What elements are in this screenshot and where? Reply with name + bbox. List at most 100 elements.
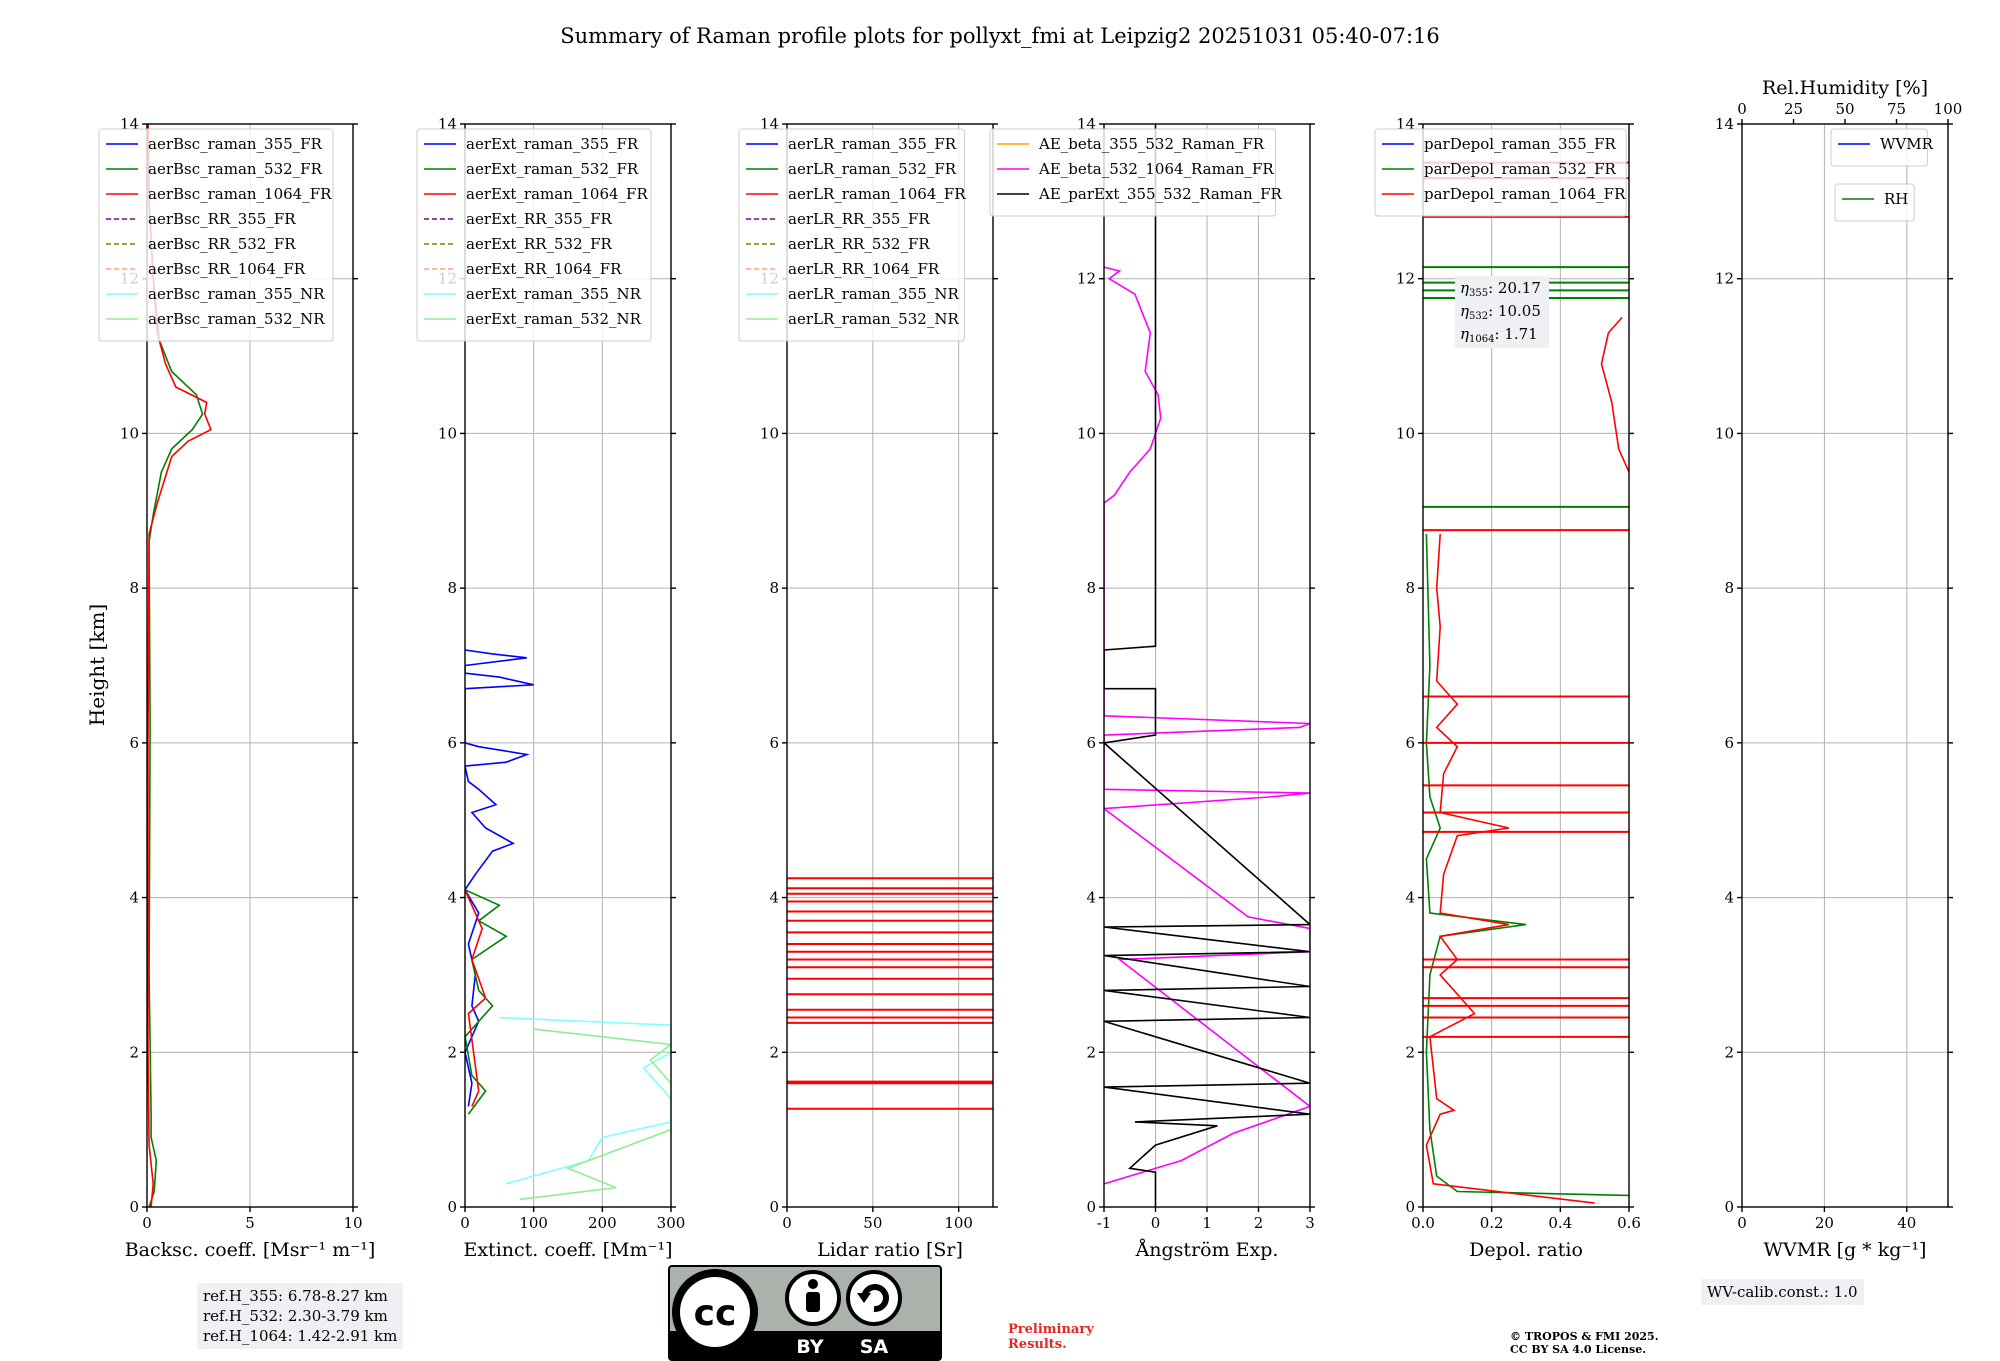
ytick-label-10: 10: [1077, 424, 1096, 442]
legend-entry-1: aerBsc_raman_532_FR: [148, 160, 323, 178]
figure-title: Summary of Raman profile plots for polly…: [560, 24, 1440, 48]
legend-entry-0: aerExt_raman_355_FR: [466, 135, 639, 153]
sa-sharealike-icon: [846, 1270, 902, 1326]
panel-wv-legend-rh-box: [1834, 183, 1915, 222]
panel-bsc: 024681012140510Backsc. coeff. [Msr⁻¹ m⁻¹…: [98, 115, 375, 1261]
panel-depol-legend: parDepol_raman_355_FR parDepol_raman_532_…: [1374, 128, 1627, 217]
xtick-label-100: 100: [944, 1214, 973, 1232]
ytick-label-2: 2: [1086, 1043, 1096, 1061]
xtick-label-2: 2: [1254, 1214, 1264, 1232]
cc-license-badge: cc BY SA: [668, 1265, 942, 1361]
panel-ext-legend: aerExt_raman_355_FR aerExt_raman_532_FRae…: [416, 128, 652, 342]
legend-entry-0: aerLR_raman_355_FR: [788, 135, 957, 153]
xtick-label-200: 200: [588, 1214, 617, 1232]
panel-ae-grid: [1104, 124, 1310, 1207]
legend-entry-6: aerLR_raman_355_NR: [788, 285, 959, 303]
panel-bsc-legend-box: [98, 128, 334, 342]
ytick-label-12: 12: [1715, 270, 1734, 288]
xtick-label-0: 0: [460, 1214, 470, 1232]
panel-ext-legend-box: [416, 128, 652, 342]
cc-logo-icon: cc: [694, 1293, 737, 1334]
panel-wv-legend-rh: RH: [1834, 183, 1915, 222]
legend-entry-7: aerBsc_raman_532_NR: [148, 310, 325, 328]
panel-ext-xlabel: Extinct. coeff. [Mm⁻¹]: [463, 1239, 672, 1261]
y-axis-label: Height [km]: [85, 604, 109, 726]
panel-ext: 024681012140100200300Extinct. coeff. [Mm…: [416, 115, 685, 1261]
ytick-label-0: 0: [769, 1198, 779, 1216]
legend-entry-4: aerLR_RR_532_FR: [788, 235, 930, 253]
panel-ext-frame: [464, 123, 672, 1208]
ref-height-1064: ref.H_1064: 1.42-2.91 km: [203, 1327, 398, 1345]
legend-entry-0: RH: [1884, 190, 1908, 208]
xtick-label--1: -1: [1097, 1214, 1112, 1232]
panel-depol-xaxis: 0.0 0.2 0.4 0.6 Depol. ratio: [1411, 1207, 1641, 1261]
annotation-eta-1064: η1064: 1.71: [1460, 325, 1538, 345]
legend-entry-2: parDepol_raman_1064_FR: [1424, 185, 1626, 203]
legend-entry-5: aerExt_RR_1064_FR: [466, 260, 622, 278]
panel-wv-topaxis: 0 25 50 75 100 Rel.Humidity [%]: [1737, 77, 1962, 124]
series-aerext-raman-532-fr: [465, 889, 508, 1115]
panel-wv-grid: [1742, 124, 1948, 1207]
ytick-label-10: 10: [760, 424, 779, 442]
ytick-label-4: 4: [447, 889, 457, 907]
legend-entry-1: aerExt_raman_532_FR: [466, 160, 639, 178]
legend-entry-7: aerExt_raman_532_NR: [466, 310, 642, 328]
copyright-note: © TROPOS & FMI 2025. CC BY SA 4.0 Licens…: [1510, 1330, 1659, 1356]
ytick-label-4: 4: [1724, 889, 1734, 907]
ytick-label-2: 2: [129, 1043, 139, 1061]
ref-height-355: ref.H_355: 6.78-8.27 km: [203, 1287, 388, 1305]
legend-entry-6: aerBsc_raman_355_NR: [148, 285, 325, 303]
xtick-label-0: 0: [782, 1214, 792, 1232]
ytick-label-8: 8: [447, 579, 457, 597]
legend-entry-3: aerExt_RR_355_FR: [466, 210, 613, 228]
ytick-label-8: 8: [1724, 579, 1734, 597]
ytick-label-8: 8: [129, 579, 139, 597]
panel-lr-xlabel: Lidar ratio [Sr]: [817, 1239, 963, 1261]
legend-entry-3: aerBsc_RR_355_FR: [148, 210, 296, 228]
preliminary-note: Preliminary Results.: [1008, 1322, 1094, 1352]
legend-entry-0: WVMR: [1880, 135, 1934, 153]
ytick-label-10: 10: [1396, 424, 1415, 442]
ytick-label-4: 4: [769, 889, 779, 907]
ytick-label-10: 10: [438, 424, 457, 442]
series-aerext-raman-355-fr: [465, 649, 534, 1107]
ytick-label-2: 2: [1405, 1043, 1415, 1061]
cc-circle-icon: [680, 1277, 750, 1347]
xtick-label-50: 50: [863, 1214, 882, 1232]
ytick-label-2: 2: [447, 1043, 457, 1061]
ytick-label-4: 4: [129, 889, 139, 907]
panel-wv-top-label: Rel.Humidity [%]: [1762, 77, 1928, 99]
panel-lr-xaxis: 0 50 100 Lidar ratio [Sr]: [782, 1207, 973, 1261]
reference-height-box: ref.H_355: 6.78-8.27 km ref.H_532: 2.30-…: [197, 1283, 404, 1349]
ytick-label-2: 2: [1724, 1043, 1734, 1061]
panel-ae-xaxis: -1 0 1 2 3 Ångström Exp.: [1097, 1207, 1315, 1261]
cc-by-label: BY: [796, 1336, 823, 1358]
wv-calib-box: WV-calib.const.: 1.0: [1701, 1279, 1864, 1305]
top-tick-label-1: 25: [1784, 100, 1803, 118]
panel-ae-xlabel: Ångström Exp.: [1135, 1239, 1279, 1261]
panel-ae-legend-box: [989, 128, 1277, 217]
ytick-label-8: 8: [1405, 579, 1415, 597]
ytick-label-6: 6: [1405, 734, 1415, 752]
top-tick-label-4: 100: [1934, 100, 1963, 118]
ytick-label-0: 0: [447, 1198, 457, 1216]
xtick-label-0.4: 0.4: [1548, 1214, 1572, 1232]
series-aerext-raman-355-nr: [499, 1016, 671, 1185]
ytick-label-12: 12: [1396, 270, 1415, 288]
ytick-label-4: 4: [1086, 889, 1096, 907]
legend-entry-4: aerExt_RR_532_FR: [466, 235, 613, 253]
legend-entry-0: parDepol_raman_355_FR: [1424, 135, 1617, 153]
panel-bsc-legend: aerBsc_raman_355_FR aerBsc_raman_532_FRae…: [98, 128, 334, 342]
wv-calib-text: WV-calib.const.: 1.0: [1707, 1283, 1858, 1301]
panel-depol-annotation: η355: 20.17 η532: 10.05 η1064: 1.71: [1455, 276, 1549, 348]
panel-lr-frame: [786, 123, 994, 1208]
series-pardepol-raman-532-fr: [1425, 533, 1629, 1197]
legend-entry-2: aerExt_raman_1064_FR: [466, 185, 648, 203]
annotation-eta-532: η532: 10.05: [1460, 302, 1541, 322]
ytick-label-0: 0: [1724, 1198, 1734, 1216]
legend-entry-0: AE_beta_355_532_Raman_FR: [1038, 135, 1265, 153]
